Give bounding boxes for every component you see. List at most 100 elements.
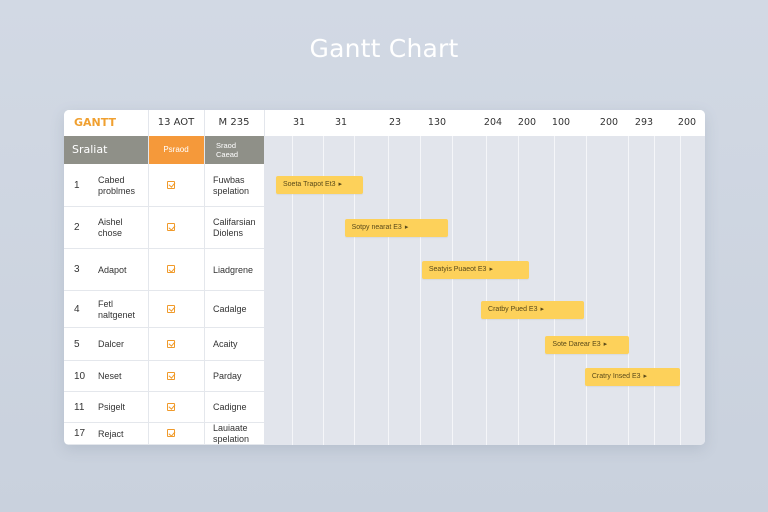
- checkbox-icon[interactable]: [167, 429, 175, 437]
- timeline-tick-label: 130: [427, 117, 447, 128]
- subheader-col-3[interactable]: Sraod Caead: [204, 136, 264, 164]
- task-bar-label: Sotpy nearat E3: [351, 224, 402, 231]
- row-task-type-line: Liadgrene: [213, 264, 254, 275]
- row-task-type-line: Cadigne: [213, 402, 247, 412]
- timeline-tick-label: 200: [677, 117, 697, 128]
- header-col-2[interactable]: 13 AOT: [157, 117, 195, 128]
- column-divider: [148, 136, 149, 445]
- row-task-type-line: Lauiaate: [213, 423, 248, 433]
- row-task-name: Dalcer: [98, 339, 124, 350]
- timeline-gridline: [292, 136, 293, 445]
- row-task-name-line: Neset: [98, 371, 122, 381]
- table-row[interactable]: 5 Dalcer Acaity: [64, 328, 264, 361]
- chevron-right-icon: ▸: [603, 340, 608, 348]
- header-divider: [148, 110, 149, 136]
- header-divider: [204, 110, 205, 136]
- row-task-name: Neset: [98, 371, 122, 382]
- row-task-type: Acaity: [213, 339, 238, 350]
- row-number: 17: [74, 428, 86, 439]
- checkbox-icon[interactable]: [167, 265, 175, 273]
- checkbox-icon[interactable]: [167, 402, 175, 411]
- table-row[interactable]: 2 Aishel chose Califarsian Diolens: [64, 207, 264, 249]
- row-task-type: Parday: [213, 371, 242, 382]
- row-task-name: Rejact: [98, 429, 124, 440]
- table-row[interactable]: 11 Psigelt Cadigne: [64, 392, 264, 423]
- timeline-tick-label: 100: [551, 117, 571, 128]
- timeline-tick-label: 23: [388, 117, 402, 128]
- task-bar[interactable]: Soeta Trapot Et3 ▸: [276, 175, 364, 194]
- chevron-right-icon: ▸: [338, 180, 343, 188]
- table-row[interactable]: 1 Cabed problmes Fuwbas spelation: [64, 164, 264, 207]
- chevron-right-icon: ▸: [404, 224, 409, 231]
- row-task-type-line: Diolens: [213, 228, 244, 238]
- timeline-gridline: [628, 136, 629, 445]
- table-row[interactable]: 3 Adapot Liadgrene: [64, 249, 264, 291]
- row-task-name: Aishel chose: [98, 217, 123, 239]
- timeline-gridline: [586, 136, 587, 445]
- header-col-3[interactable]: M 235: [218, 117, 250, 128]
- timeline-tick-label: 200: [517, 117, 537, 128]
- row-number: 3: [74, 264, 80, 275]
- checkbox-icon[interactable]: [167, 371, 175, 380]
- task-bar[interactable]: Seatyis Puaeot E3 ▸: [421, 261, 530, 279]
- row-task-name-line: problmes: [98, 185, 136, 196]
- brand-label: GANTT: [74, 116, 117, 129]
- row-task-name: Cabed problmes: [98, 175, 135, 197]
- table-row[interactable]: 10 Neset Parday: [64, 361, 264, 392]
- row-number: 10: [74, 370, 86, 382]
- timeline-tick-label: 200: [599, 117, 619, 128]
- row-task-name-line: Psigelt: [98, 402, 126, 412]
- gantt-panel: GANTT 13 AOT M 235 31 31 23 130 204 200 100 200…: [64, 110, 705, 445]
- task-bar-label: Soeta Trapot Et3: [283, 180, 336, 188]
- row-task-type-line: Cadalge: [213, 304, 247, 314]
- task-bar[interactable]: Cratby Pued E3 ▸: [481, 300, 584, 319]
- timeline-tick-label: 293: [634, 117, 654, 128]
- timeline-gridline: [452, 136, 453, 445]
- table-row[interactable]: 4 Fetl naltgenet Cadalge: [64, 291, 264, 328]
- checkbox-icon[interactable]: [167, 180, 175, 189]
- row-task-name-line: Fetl: [98, 298, 114, 309]
- row-task-name-line: Adapot: [98, 264, 127, 275]
- checkbox-icon[interactable]: [167, 339, 175, 348]
- task-bar[interactable]: Sotpy nearat E3 ▸: [344, 219, 448, 237]
- row-task-type-line: Parday: [213, 371, 242, 381]
- timeline-tick-label: 31: [292, 117, 306, 128]
- row-number: 5: [74, 338, 80, 350]
- header-divider: [264, 110, 265, 136]
- row-task-type: Lauiaate spelation: [213, 423, 249, 445]
- row-task-name-line: naltgenet: [98, 309, 136, 320]
- row-task-name-line: Cabed: [98, 174, 125, 185]
- checkbox-icon[interactable]: [167, 304, 175, 313]
- row-task-type-line: Acaity: [213, 339, 238, 349]
- task-bar-label: Cratry Insed E3: [591, 372, 641, 380]
- timeline-tick-label: 31: [334, 117, 348, 128]
- timeline-gridline: [554, 136, 555, 445]
- table-row[interactable]: 17 Rejact Lauiaate spelation: [64, 423, 264, 445]
- chevron-right-icon: ▸: [540, 305, 544, 313]
- timeline-gridline: [486, 136, 487, 445]
- row-task-type-line: spelation: [213, 185, 250, 196]
- row-task-type: Cadalge: [213, 304, 247, 315]
- subheader-col-3-line1: Sraod: [216, 141, 237, 150]
- row-task-name: Fetl naltgenet: [98, 299, 135, 321]
- row-task-type-line: spelation: [213, 434, 250, 444]
- page-title: Gantt Chart: [309, 34, 459, 63]
- row-task-type: Liadgrene: [213, 265, 253, 276]
- subheader-col-1[interactable]: Sraliat: [64, 136, 148, 164]
- timeline-gridline: [680, 136, 681, 445]
- task-table: Sraliat Psraod Sraod Caead 1 Cabed problme…: [64, 136, 264, 445]
- row-task-type: Califarsian Diolens: [213, 217, 256, 239]
- timeline-gridline: [323, 136, 324, 445]
- subheader-col-2[interactable]: Psraod: [148, 136, 204, 164]
- task-bar[interactable]: Sote Darear E3 ▸: [545, 335, 630, 354]
- task-bar[interactable]: Cratry Insed E3 ▸: [584, 367, 680, 386]
- row-task-name-line: Aishel: [98, 217, 123, 227]
- row-task-name-line: Dalcer: [98, 339, 125, 349]
- task-bar-label: Sote Darear E3: [552, 340, 601, 348]
- timeline-gridline: [654, 136, 655, 445]
- gantt-header: GANTT 13 AOT M 235 31 31 23 130 204 200 100 200…: [64, 110, 705, 137]
- column-divider: [204, 136, 205, 445]
- task-bar-label: Cratby Pued E3: [488, 305, 538, 313]
- checkbox-icon[interactable]: [167, 223, 175, 231]
- row-task-type-line: Fuwbas: [213, 174, 245, 185]
